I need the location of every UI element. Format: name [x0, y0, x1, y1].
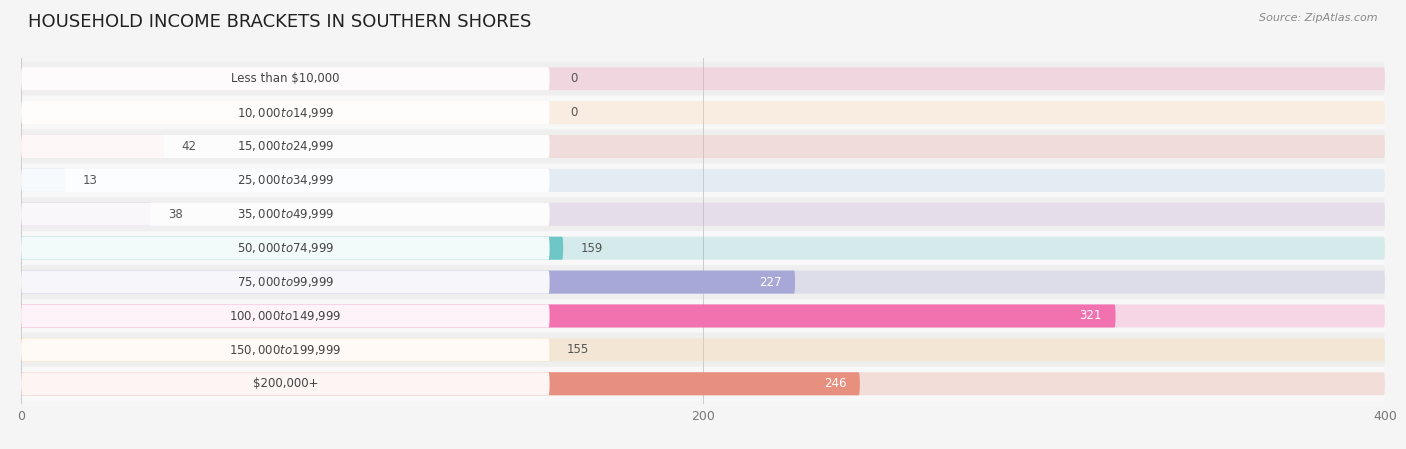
Text: 42: 42 [181, 140, 197, 153]
Text: $10,000 to $14,999: $10,000 to $14,999 [236, 106, 335, 119]
FancyBboxPatch shape [21, 135, 550, 158]
Text: 159: 159 [581, 242, 603, 255]
Text: 321: 321 [1080, 309, 1102, 322]
FancyBboxPatch shape [21, 163, 1385, 198]
FancyBboxPatch shape [21, 265, 1385, 299]
FancyBboxPatch shape [21, 169, 1385, 192]
FancyBboxPatch shape [21, 237, 550, 260]
FancyBboxPatch shape [21, 135, 165, 158]
Text: $100,000 to $149,999: $100,000 to $149,999 [229, 309, 342, 323]
Text: $50,000 to $74,999: $50,000 to $74,999 [236, 241, 335, 255]
FancyBboxPatch shape [21, 169, 550, 192]
Text: 155: 155 [567, 343, 589, 357]
Text: 246: 246 [824, 377, 846, 390]
Text: 0: 0 [569, 72, 578, 85]
Text: 0: 0 [569, 106, 578, 119]
Text: 38: 38 [167, 208, 183, 221]
FancyBboxPatch shape [21, 101, 550, 124]
FancyBboxPatch shape [21, 237, 1385, 260]
Text: Less than $10,000: Less than $10,000 [231, 72, 340, 85]
FancyBboxPatch shape [21, 231, 1385, 265]
FancyBboxPatch shape [21, 271, 550, 294]
FancyBboxPatch shape [21, 304, 1385, 327]
Text: HOUSEHOLD INCOME BRACKETS IN SOUTHERN SHORES: HOUSEHOLD INCOME BRACKETS IN SOUTHERN SH… [28, 13, 531, 31]
Text: $150,000 to $199,999: $150,000 to $199,999 [229, 343, 342, 357]
FancyBboxPatch shape [21, 203, 150, 226]
FancyBboxPatch shape [21, 333, 1385, 367]
FancyBboxPatch shape [21, 67, 550, 90]
FancyBboxPatch shape [21, 203, 550, 226]
FancyBboxPatch shape [21, 372, 550, 395]
FancyBboxPatch shape [21, 271, 1385, 294]
FancyBboxPatch shape [21, 203, 1385, 226]
FancyBboxPatch shape [21, 62, 1385, 96]
FancyBboxPatch shape [21, 130, 1385, 163]
FancyBboxPatch shape [21, 339, 550, 361]
FancyBboxPatch shape [21, 339, 550, 361]
FancyBboxPatch shape [21, 339, 1385, 361]
FancyBboxPatch shape [21, 372, 1385, 395]
Text: $15,000 to $24,999: $15,000 to $24,999 [236, 140, 335, 154]
Text: 227: 227 [759, 276, 782, 289]
FancyBboxPatch shape [21, 299, 1385, 333]
FancyBboxPatch shape [21, 237, 564, 260]
Text: $25,000 to $34,999: $25,000 to $34,999 [236, 173, 335, 187]
FancyBboxPatch shape [21, 271, 794, 294]
Text: $75,000 to $99,999: $75,000 to $99,999 [236, 275, 335, 289]
FancyBboxPatch shape [21, 67, 1385, 90]
FancyBboxPatch shape [21, 304, 1115, 327]
FancyBboxPatch shape [21, 101, 1385, 124]
FancyBboxPatch shape [21, 198, 1385, 231]
FancyBboxPatch shape [21, 372, 860, 395]
FancyBboxPatch shape [21, 135, 1385, 158]
FancyBboxPatch shape [21, 367, 1385, 401]
Text: Source: ZipAtlas.com: Source: ZipAtlas.com [1260, 13, 1378, 23]
Text: $35,000 to $49,999: $35,000 to $49,999 [236, 207, 335, 221]
FancyBboxPatch shape [21, 169, 66, 192]
FancyBboxPatch shape [21, 96, 1385, 130]
Text: $200,000+: $200,000+ [253, 377, 318, 390]
Text: 13: 13 [83, 174, 97, 187]
FancyBboxPatch shape [21, 304, 550, 327]
